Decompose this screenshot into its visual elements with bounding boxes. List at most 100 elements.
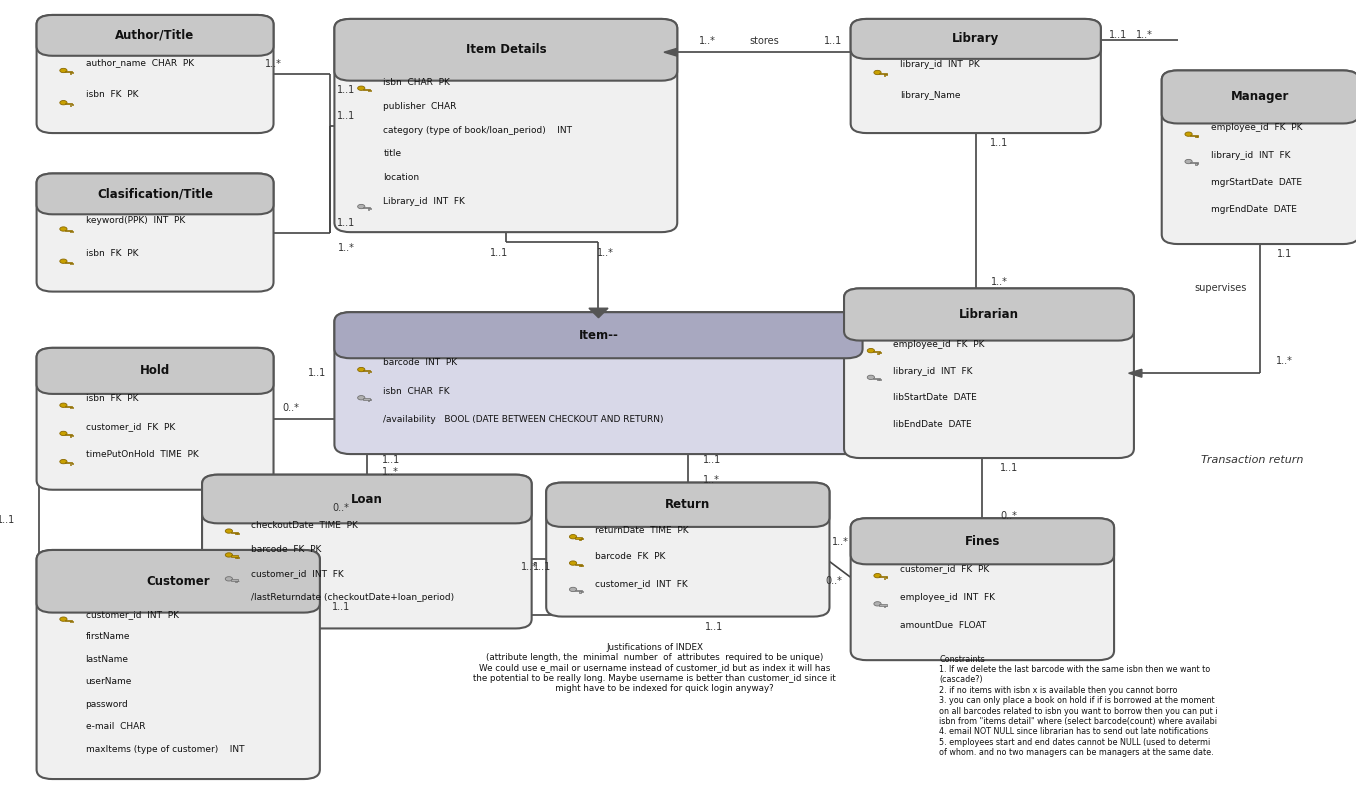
Text: maxItems (type of customer)    INT: maxItems (type of customer) INT bbox=[85, 745, 244, 754]
Text: 1..1: 1..1 bbox=[533, 562, 551, 572]
Text: 1..*: 1..* bbox=[699, 36, 716, 46]
Text: 1..1: 1..1 bbox=[337, 218, 356, 228]
Text: 1..1: 1..1 bbox=[308, 368, 326, 378]
Bar bbox=[873, 378, 879, 380]
Polygon shape bbox=[589, 308, 608, 318]
Bar bbox=[65, 71, 72, 72]
Bar bbox=[65, 262, 72, 263]
FancyBboxPatch shape bbox=[202, 475, 532, 523]
FancyBboxPatch shape bbox=[851, 518, 1114, 565]
Text: Constraints
1. If we delete the last barcode with the same isbn then we want to
: Constraints 1. If we delete the last bar… bbox=[939, 654, 1217, 757]
Text: Library: Library bbox=[953, 33, 999, 45]
Bar bbox=[231, 556, 237, 557]
Text: libEndDate  DATE: libEndDate DATE bbox=[893, 420, 972, 429]
FancyBboxPatch shape bbox=[1162, 71, 1357, 124]
Text: Fines: Fines bbox=[965, 535, 1000, 548]
Text: 1..*: 1..* bbox=[1276, 357, 1293, 366]
Bar bbox=[879, 604, 886, 606]
Text: location: location bbox=[384, 173, 419, 182]
Circle shape bbox=[358, 86, 365, 91]
Text: library_id  INT  FK: library_id INT FK bbox=[1210, 151, 1291, 160]
Circle shape bbox=[60, 460, 66, 464]
FancyBboxPatch shape bbox=[851, 19, 1101, 59]
Text: 1..1: 1..1 bbox=[332, 602, 350, 612]
Text: 1..1: 1..1 bbox=[1000, 464, 1018, 473]
Text: employee_id  FK  PK: employee_id FK PK bbox=[893, 340, 985, 349]
Text: 1.1: 1.1 bbox=[1277, 249, 1292, 260]
Bar bbox=[69, 263, 72, 264]
Bar bbox=[579, 565, 581, 566]
Bar bbox=[235, 580, 237, 582]
Bar bbox=[235, 557, 237, 558]
Bar bbox=[69, 105, 72, 106]
Text: employee_id  FK  PK: employee_id FK PK bbox=[1210, 123, 1303, 132]
Text: 1..1: 1..1 bbox=[337, 111, 356, 121]
Bar bbox=[1190, 162, 1198, 164]
Text: Librarian: Librarian bbox=[959, 308, 1019, 321]
Text: customer_id  FK  PK: customer_id FK PK bbox=[85, 422, 175, 431]
Bar bbox=[362, 207, 370, 208]
Circle shape bbox=[874, 71, 881, 75]
Polygon shape bbox=[1129, 369, 1141, 377]
Text: userName: userName bbox=[85, 677, 132, 686]
FancyBboxPatch shape bbox=[334, 312, 863, 358]
Circle shape bbox=[867, 376, 874, 380]
Text: 0..*: 0..* bbox=[282, 403, 299, 414]
Text: Item Details: Item Details bbox=[465, 44, 546, 56]
Text: timePutOnHold  TIME  PK: timePutOnHold TIME PK bbox=[85, 450, 198, 460]
Bar bbox=[69, 72, 72, 74]
Bar bbox=[69, 407, 72, 408]
Text: isbn  CHAR  FK: isbn CHAR FK bbox=[384, 387, 451, 395]
Bar bbox=[878, 353, 879, 354]
Text: Transaction return: Transaction return bbox=[1201, 456, 1303, 465]
Text: Clasification/Title: Clasification/Title bbox=[98, 187, 213, 200]
Text: 1..*: 1..* bbox=[832, 537, 848, 546]
FancyBboxPatch shape bbox=[547, 483, 829, 617]
Text: 1..1: 1..1 bbox=[1109, 30, 1128, 40]
Bar bbox=[879, 576, 886, 577]
Text: firstName: firstName bbox=[85, 632, 130, 642]
Circle shape bbox=[570, 534, 577, 539]
Text: 1..1: 1..1 bbox=[490, 248, 509, 258]
Text: 1..1: 1..1 bbox=[706, 622, 723, 632]
FancyBboxPatch shape bbox=[37, 173, 274, 291]
Text: libStartDate  DATE: libStartDate DATE bbox=[893, 393, 977, 403]
FancyBboxPatch shape bbox=[547, 483, 829, 527]
Text: isbn  FK  PK: isbn FK PK bbox=[85, 90, 138, 99]
Text: 0..*: 0..* bbox=[332, 503, 350, 513]
Bar bbox=[65, 229, 72, 231]
FancyBboxPatch shape bbox=[334, 312, 863, 454]
Bar bbox=[879, 73, 886, 75]
Text: barcode  FK  PK: barcode FK PK bbox=[596, 553, 665, 561]
Circle shape bbox=[874, 602, 881, 606]
Text: library_id  INT  PK: library_id INT PK bbox=[900, 60, 980, 69]
Text: mgrStartDate  DATE: mgrStartDate DATE bbox=[1210, 178, 1301, 187]
Bar bbox=[231, 531, 237, 533]
FancyBboxPatch shape bbox=[851, 518, 1114, 660]
FancyBboxPatch shape bbox=[37, 173, 274, 214]
Text: Item--: Item-- bbox=[578, 329, 619, 341]
Text: 1..*: 1..* bbox=[597, 248, 613, 258]
Circle shape bbox=[60, 431, 66, 436]
Text: Author/Title: Author/Title bbox=[115, 29, 194, 42]
Text: employee_id  INT  FK: employee_id INT FK bbox=[900, 592, 995, 602]
FancyBboxPatch shape bbox=[844, 288, 1134, 341]
Text: Return: Return bbox=[665, 499, 711, 511]
Text: 1..1: 1..1 bbox=[381, 456, 400, 465]
Text: Hold: Hold bbox=[140, 364, 170, 377]
FancyBboxPatch shape bbox=[37, 348, 274, 490]
Text: keyword(PPK)  INT  PK: keyword(PPK) INT PK bbox=[85, 217, 185, 225]
Circle shape bbox=[358, 368, 365, 372]
Text: supervises: supervises bbox=[1194, 283, 1247, 293]
Text: 1..*: 1..* bbox=[703, 476, 721, 485]
Bar bbox=[69, 621, 72, 622]
Text: 1..1: 1..1 bbox=[991, 138, 1008, 148]
Bar bbox=[65, 434, 72, 435]
Bar bbox=[579, 538, 581, 540]
Text: /lastReturndate (checkoutDate+loan_period): /lastReturndate (checkoutDate+loan_perio… bbox=[251, 593, 455, 602]
Circle shape bbox=[570, 561, 577, 565]
Bar bbox=[362, 89, 370, 90]
Text: 1..*: 1..* bbox=[338, 244, 354, 253]
Circle shape bbox=[60, 227, 66, 231]
FancyBboxPatch shape bbox=[37, 15, 274, 133]
